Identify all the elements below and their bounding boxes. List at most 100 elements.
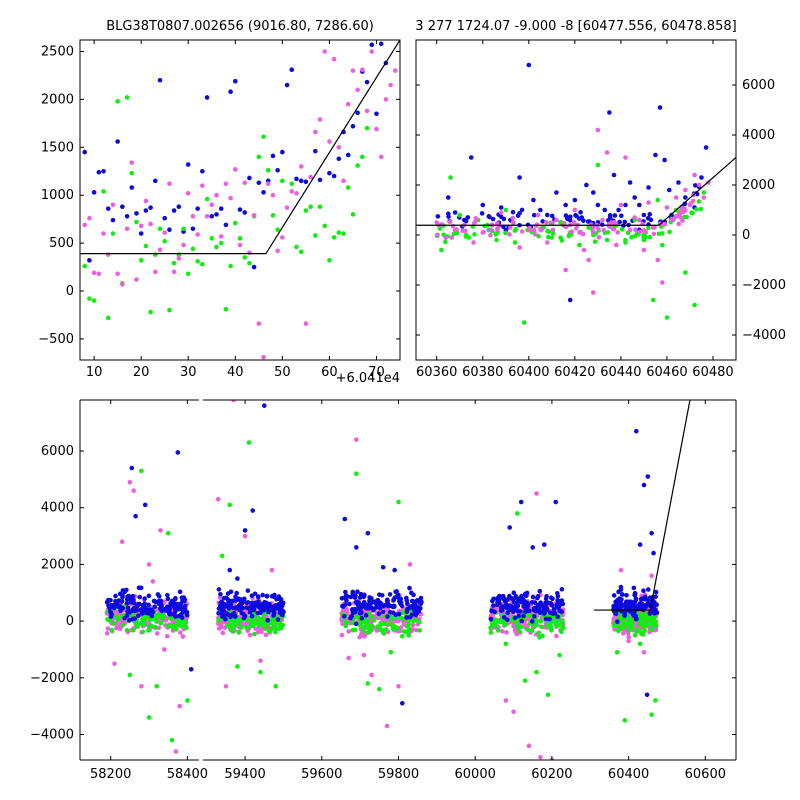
data-point [678, 214, 683, 220]
data-point [435, 214, 441, 219]
data-point [645, 587, 651, 592]
data-point [637, 217, 642, 223]
data-point [200, 261, 205, 267]
data-point [216, 587, 222, 592]
data-point [182, 623, 188, 629]
data-point [359, 610, 364, 615]
data-point [488, 630, 494, 635]
data-point [452, 210, 458, 215]
x-tick-label: 59400 [224, 767, 265, 782]
data-point [253, 626, 259, 631]
data-point [331, 56, 337, 62]
y-tick-label: −2000 [742, 278, 786, 293]
data-point [175, 450, 181, 455]
data-point [648, 609, 653, 615]
data-point [624, 592, 629, 598]
data-point [620, 592, 625, 597]
data-point [185, 271, 191, 277]
data-point [214, 244, 219, 250]
data-point [249, 603, 254, 609]
data-point [654, 602, 659, 607]
y-tick-label: 2000 [742, 178, 775, 193]
data-point [327, 258, 332, 263]
data-point [146, 562, 152, 567]
data-point [657, 105, 663, 110]
data-point [96, 271, 102, 277]
data-point [133, 513, 138, 519]
data-point [132, 616, 137, 621]
data-point [159, 608, 165, 614]
data-point [448, 175, 453, 180]
data-point [501, 597, 507, 602]
data-point [405, 601, 410, 607]
x-tick-label: 40 [227, 365, 244, 380]
data-point [611, 603, 616, 609]
data-point [460, 228, 465, 234]
data-point [252, 631, 257, 637]
data-point [574, 226, 579, 231]
data-point [136, 585, 142, 591]
data-point [503, 207, 509, 213]
data-point [343, 589, 348, 595]
axes-frame [415, 39, 737, 361]
data-point [510, 215, 516, 221]
data-point [242, 180, 248, 186]
data-point [350, 68, 356, 73]
data-point [143, 243, 149, 249]
data-point [261, 618, 266, 624]
data-point [505, 597, 510, 602]
data-point [378, 154, 384, 160]
data-point [391, 597, 397, 603]
data-point [519, 598, 524, 604]
data-point [143, 198, 149, 204]
data-point [581, 247, 587, 253]
data-point [616, 628, 621, 634]
data-point [515, 511, 520, 516]
data-point [181, 226, 186, 232]
data-point [537, 610, 543, 615]
data-point [152, 269, 158, 275]
data-point [200, 183, 205, 188]
data-point [376, 611, 382, 617]
data-point [544, 593, 549, 599]
data-point [468, 155, 474, 160]
data-point [172, 612, 178, 618]
data-point [641, 588, 646, 593]
data-point [369, 623, 375, 629]
data-point [673, 214, 679, 219]
data-point [265, 181, 271, 187]
data-point [232, 624, 237, 629]
x-tick-label: 70 [368, 365, 385, 380]
data-point [522, 678, 528, 683]
data-point [592, 239, 598, 244]
data-point [264, 603, 270, 608]
data-point [404, 615, 409, 620]
data-point [628, 626, 633, 632]
data-point [322, 223, 328, 229]
data-point [371, 617, 377, 623]
data-point [682, 214, 687, 220]
data-point [308, 204, 313, 210]
data-point [129, 160, 135, 165]
data-point [327, 170, 332, 176]
data-point [387, 592, 393, 597]
data-point [536, 630, 542, 636]
data-point [272, 622, 277, 628]
plot-area [416, 62, 736, 325]
data-point [131, 488, 136, 494]
data-point [247, 250, 252, 255]
data-point [507, 525, 513, 530]
data-point [327, 139, 332, 144]
data-point [530, 594, 536, 600]
data-point [124, 627, 130, 633]
data-point [616, 589, 621, 595]
data-point [622, 718, 628, 723]
data-point [611, 172, 617, 178]
data-point [354, 599, 360, 605]
data-point [275, 617, 281, 622]
data-point [392, 604, 397, 610]
data-point [410, 622, 416, 628]
data-point [572, 197, 578, 203]
data-point [451, 231, 457, 237]
data-point [365, 681, 371, 686]
